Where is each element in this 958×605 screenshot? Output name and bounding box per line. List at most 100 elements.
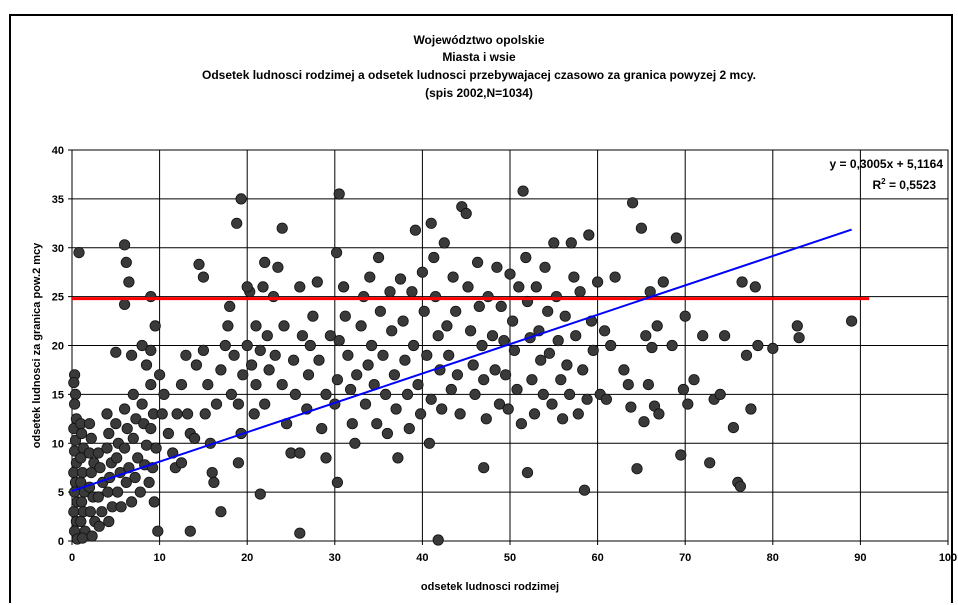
data-point — [69, 388, 82, 400]
data-point — [287, 354, 300, 366]
data-point — [679, 310, 691, 322]
data-point — [520, 251, 532, 264]
data-point — [622, 378, 634, 391]
data-point — [208, 476, 220, 488]
data-point — [120, 256, 132, 268]
data-point — [349, 437, 361, 449]
data-point — [625, 401, 637, 413]
data-point — [486, 330, 499, 342]
data-point — [111, 452, 123, 464]
data-point — [254, 344, 266, 356]
data-point — [471, 256, 484, 268]
data-point — [651, 320, 663, 332]
data-point — [76, 532, 89, 544]
data-point — [101, 442, 113, 454]
data-point — [845, 315, 858, 327]
data-point — [561, 359, 573, 371]
data-point — [548, 237, 560, 249]
data-point — [152, 525, 164, 537]
data-point — [248, 408, 260, 420]
y-tick-label: 10 — [52, 438, 64, 450]
data-point — [126, 349, 138, 361]
data-point — [443, 349, 455, 361]
data-point — [358, 290, 370, 303]
data-point — [154, 369, 166, 381]
data-point — [110, 418, 122, 430]
data-point — [502, 403, 514, 415]
data-point — [190, 359, 202, 371]
data-point — [120, 476, 132, 488]
data-point — [521, 466, 534, 479]
data-point — [591, 276, 604, 288]
data-point — [464, 325, 477, 337]
x-tick-label: 10 — [153, 552, 165, 564]
data-point — [736, 276, 748, 288]
data-point — [570, 330, 582, 342]
data-point — [197, 344, 209, 356]
y-tick-label: 30 — [52, 243, 64, 255]
data-point — [359, 398, 372, 410]
data-point — [150, 442, 162, 454]
data-point — [425, 393, 437, 405]
data-point — [294, 527, 306, 539]
data-point — [333, 188, 345, 200]
chart-title-line-4: (spis 2002,N=1034) — [425, 86, 533, 100]
data-point — [162, 427, 174, 440]
data-point — [609, 271, 621, 283]
data-point — [371, 418, 383, 430]
data-point — [119, 298, 131, 310]
data-point — [333, 334, 345, 347]
data-point — [184, 525, 196, 537]
data-point — [555, 374, 567, 386]
data-point — [342, 349, 354, 361]
data-point — [388, 369, 400, 381]
chart-title-line-3: Odsetek ludnosci rodzimej a odsetek ludn… — [202, 68, 756, 82]
data-point — [313, 354, 325, 366]
data-point — [355, 320, 367, 332]
data-point — [73, 247, 85, 259]
data-point — [182, 408, 194, 420]
data-point — [539, 261, 551, 273]
data-point — [397, 315, 409, 327]
data-point — [189, 432, 201, 444]
data-point — [93, 520, 105, 532]
data-point — [294, 281, 306, 293]
x-tick-label: 70 — [679, 552, 691, 564]
data-point — [407, 339, 420, 352]
data-point — [451, 369, 463, 381]
data-point — [215, 364, 227, 376]
x-tick-label: 50 — [504, 552, 516, 564]
data-point — [175, 457, 188, 469]
data-point — [86, 530, 98, 542]
data-point — [92, 447, 104, 459]
data-point — [429, 290, 442, 303]
data-point — [559, 310, 571, 322]
data-point — [506, 315, 519, 327]
data-point — [688, 374, 700, 386]
data-point — [793, 332, 805, 344]
data-point — [542, 305, 554, 317]
data-point — [112, 486, 124, 498]
data-point — [241, 339, 253, 352]
data-point — [528, 408, 541, 420]
trendline — [71, 228, 852, 492]
data-point — [653, 408, 665, 420]
data-point — [115, 501, 127, 513]
data-point — [210, 398, 223, 410]
data-point — [119, 239, 131, 251]
data-point — [171, 408, 183, 420]
data-point — [480, 413, 492, 425]
data-point — [145, 378, 157, 391]
data-point — [278, 320, 290, 332]
data-point — [84, 506, 97, 518]
data-point — [445, 383, 457, 396]
x-tick-label: 20 — [241, 552, 253, 564]
data-point — [149, 320, 161, 332]
data-point — [600, 393, 613, 405]
data-point — [489, 364, 501, 376]
data-point — [495, 300, 507, 312]
data-point — [583, 229, 595, 241]
data-point — [101, 408, 113, 420]
data-point — [727, 421, 740, 434]
y-tick-label: 20 — [52, 341, 64, 353]
